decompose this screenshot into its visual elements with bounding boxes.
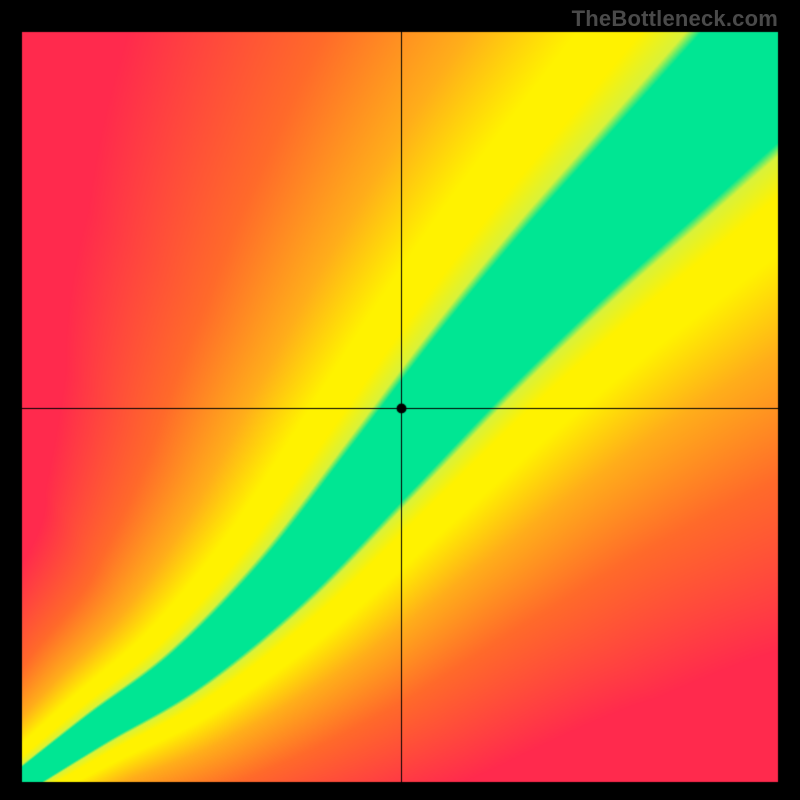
chart-container: TheBottleneck.com	[0, 0, 800, 800]
watermark-text: TheBottleneck.com	[572, 6, 778, 32]
heatmap-canvas	[0, 0, 800, 800]
